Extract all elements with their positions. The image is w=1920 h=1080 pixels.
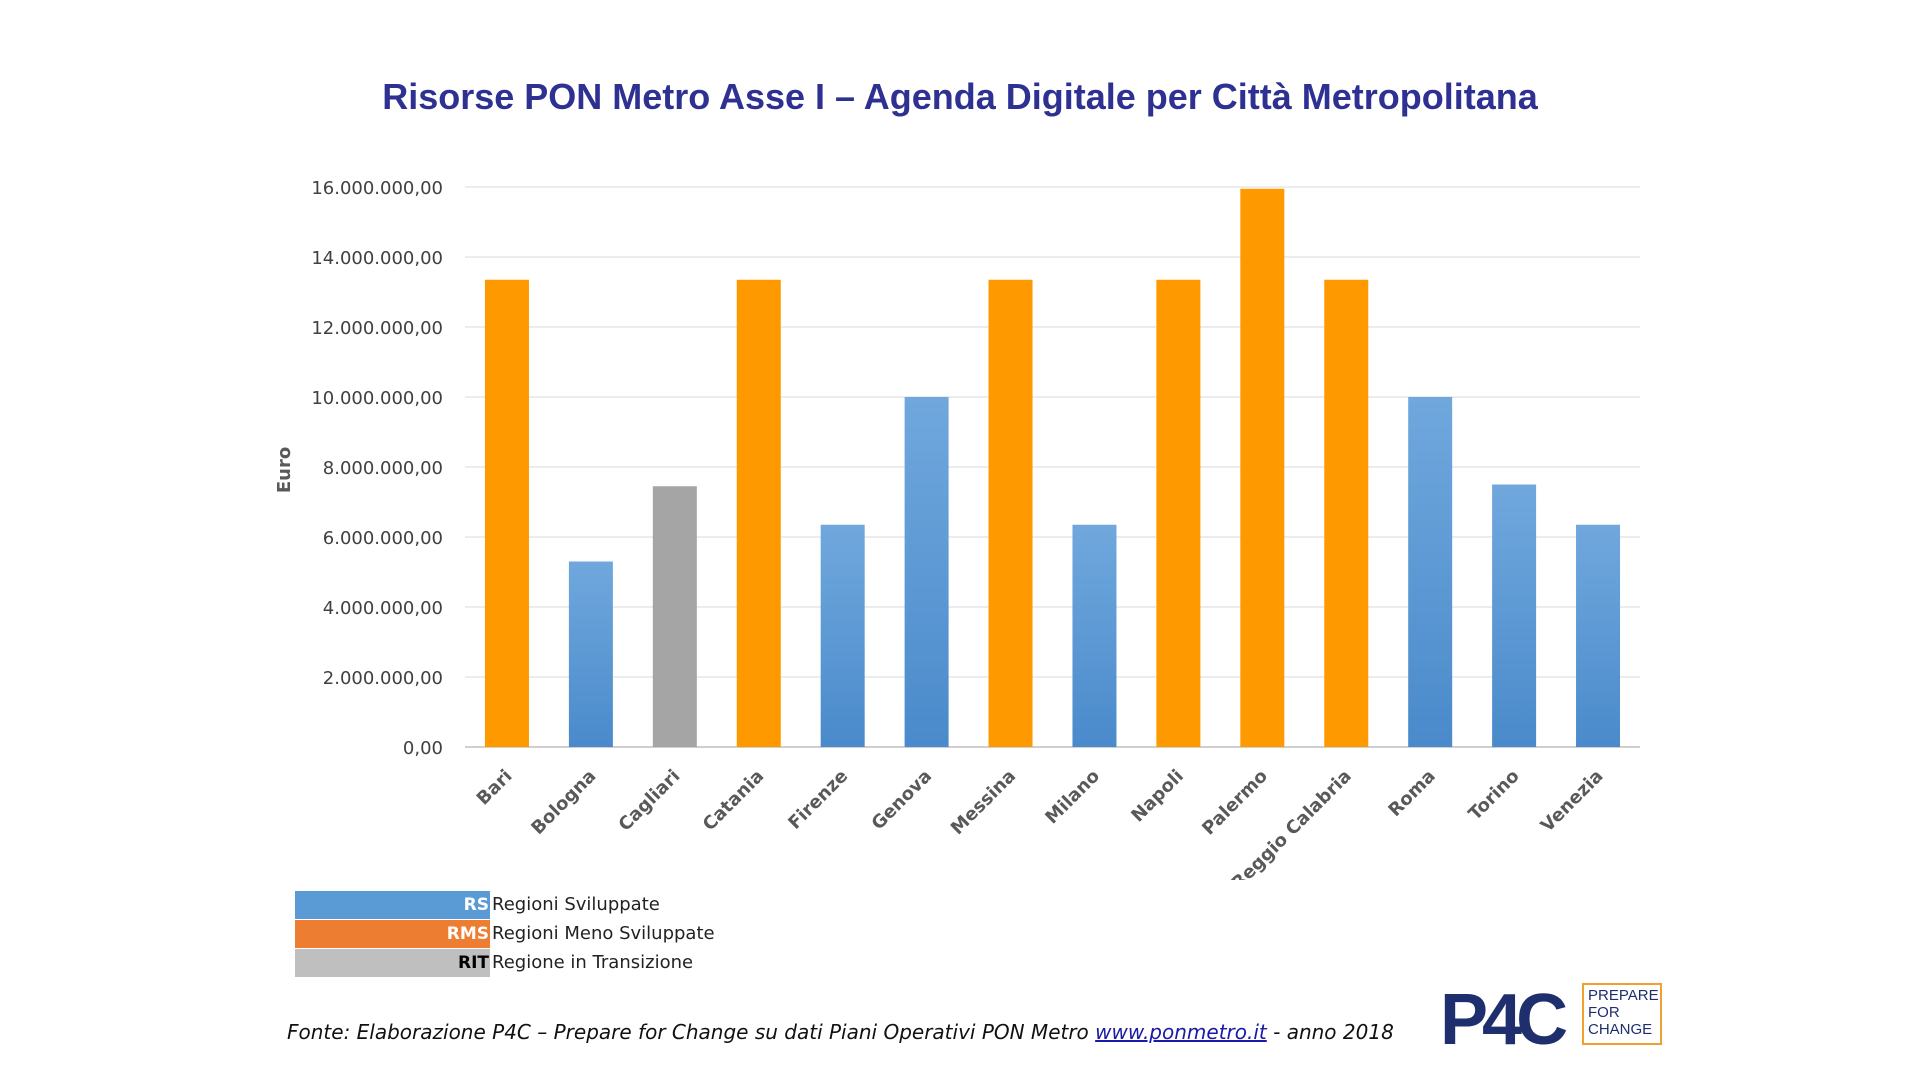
x-tick-label: Messina xyxy=(947,766,1020,839)
x-tick-label: Napoli xyxy=(1127,766,1188,827)
bar-roma xyxy=(1408,397,1453,747)
x-tick-label: Catania xyxy=(699,766,768,835)
logo-mark: P4C xyxy=(1440,980,1568,1060)
bar-chart: 0,00 2.000.000,00 4.000.000,00 6.000.000,00… xyxy=(274,178,1640,880)
x-tick-label: Palermo xyxy=(1198,766,1272,840)
y-axis-label: Euro xyxy=(274,447,295,493)
bar-firenze xyxy=(820,524,865,747)
source-suffix: - anno 2018 xyxy=(1266,1020,1394,1044)
bar-cagliari xyxy=(652,486,697,747)
x-axis-ticks: Bari Bologna Cagliari Catania Firenze Genova M… xyxy=(473,766,1608,880)
bar-bologna xyxy=(568,561,613,747)
legend-swatch-rms: RMS xyxy=(295,919,490,948)
bars xyxy=(484,188,1621,747)
bar-venezia xyxy=(1576,524,1621,747)
bar-catania xyxy=(736,279,781,747)
logo-line-3: CHANGE xyxy=(1588,1021,1653,1038)
y-tick-label: 16.000.000,00 xyxy=(311,178,443,199)
bar-palermo xyxy=(1240,188,1285,747)
logo-tagline-box: PREPARE FOR CHANGE xyxy=(1582,983,1662,1045)
y-axis-ticks: 0,00 2.000.000,00 4.000.000,00 6.000.000,00… xyxy=(311,178,443,759)
bar-torino xyxy=(1492,484,1537,747)
y-tick-label: 6.000.000,00 xyxy=(323,528,443,549)
y-tick-label: 8.000.000,00 xyxy=(323,458,443,479)
legend-swatch-rit: RIT xyxy=(295,948,490,977)
legend-item-rs: RS Regioni Sviluppate xyxy=(295,890,715,919)
source-prefix: Fonte: Elaborazione P4C – Prepare for Ch… xyxy=(287,1020,1096,1044)
legend-item-rit: RIT Regione in Transizione xyxy=(295,948,715,977)
x-tick-label: Cagliari xyxy=(615,766,685,836)
source-note: Fonte: Elaborazione P4C – Prepare for Ch… xyxy=(287,1020,1394,1044)
bar-milano xyxy=(1072,524,1117,747)
y-tick-label: 4.000.000,00 xyxy=(323,598,443,619)
bar-bari xyxy=(484,279,529,747)
y-tick-label: 0,00 xyxy=(403,738,443,759)
x-tick-label: Venezia xyxy=(1537,766,1608,837)
logo-line-2: FOR xyxy=(1588,1004,1620,1021)
x-tick-label: Genova xyxy=(868,766,937,835)
gridlines xyxy=(465,186,1640,748)
x-tick-label: Firenze xyxy=(784,766,852,834)
bar-messina xyxy=(988,279,1033,747)
p4c-logo: P4C PREPARE FOR CHANGE xyxy=(1440,980,1670,1060)
x-tick-label: Milano xyxy=(1041,766,1104,829)
logo-line-1: PREPARE xyxy=(1588,987,1659,1004)
bar-napoli xyxy=(1156,279,1201,747)
legend-label-rs: Regioni Sviluppate xyxy=(492,894,660,915)
region-legend: RS Regioni Sviluppate RMS Regioni Meno S… xyxy=(295,890,715,977)
y-tick-label: 2.000.000,00 xyxy=(323,668,443,689)
chart-title: Risorse PON Metro Asse I – Agenda Digita… xyxy=(382,76,1538,117)
x-tick-label: Roma xyxy=(1384,766,1439,821)
x-tick-label: Bari xyxy=(473,766,517,810)
source-link[interactable]: www.ponmetro.it xyxy=(1095,1020,1267,1044)
legend-swatch-rs: RS xyxy=(295,890,490,919)
x-tick-label: Bologna xyxy=(527,766,600,839)
bar-reggio-calabria xyxy=(1324,279,1369,747)
legend-item-rms: RMS Regioni Meno Sviluppate xyxy=(295,919,715,948)
x-tick-label: Torino xyxy=(1465,766,1524,825)
y-tick-label: 10.000.000,00 xyxy=(311,388,443,409)
y-tick-label: 14.000.000,00 xyxy=(311,248,443,269)
y-tick-label: 12.000.000,00 xyxy=(311,318,443,339)
legend-label-rms: Regioni Meno Sviluppate xyxy=(492,923,715,944)
bar-genova xyxy=(904,397,949,747)
legend-label-rit: Regione in Transizione xyxy=(492,952,694,973)
